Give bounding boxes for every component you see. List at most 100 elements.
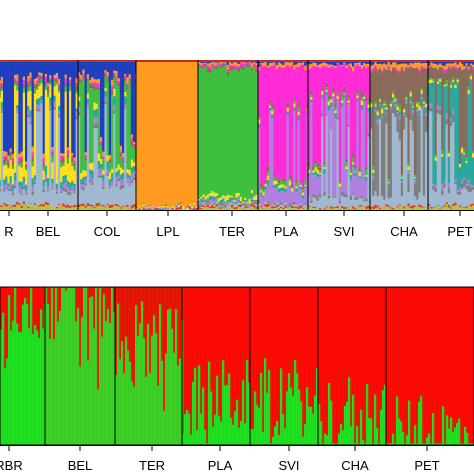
- bar-segment: [454, 68, 457, 83]
- bar-segment: [188, 205, 192, 207]
- bar-segment: [51, 156, 54, 163]
- individual-divider: [259, 287, 261, 445]
- bar-segment: [69, 191, 72, 196]
- bar-segment: [432, 79, 435, 81]
- bar-segment: [33, 88, 37, 94]
- bar-segment: [16, 105, 19, 110]
- bar-segment: [235, 204, 238, 208]
- bar-segment: [82, 203, 85, 207]
- bar-segment: [91, 178, 94, 184]
- bar-segment: [394, 106, 397, 117]
- bar-segment: [403, 208, 406, 210]
- bar-segment: [47, 97, 50, 179]
- bar-segment: [128, 184, 132, 187]
- bar-segment: [9, 148, 13, 152]
- bar-segment: [115, 168, 118, 172]
- bar-segment: [304, 184, 307, 187]
- bar-segment: [228, 65, 232, 69]
- bar-segment: [454, 82, 457, 86]
- bar-segment: [387, 183, 391, 187]
- bar-segment: [295, 66, 298, 181]
- bar-segment: [97, 177, 101, 203]
- bar-segment: [104, 88, 107, 92]
- bar-segment: [352, 157, 355, 163]
- bar-segment: [40, 103, 43, 205]
- bar-segment: [338, 64, 342, 66]
- bar-segment: [381, 70, 384, 73]
- bar-segment: [7, 162, 10, 167]
- bar-segment: [338, 183, 342, 187]
- bar-segment: [273, 184, 276, 189]
- individual-divider: [457, 287, 459, 445]
- bar-segment: [14, 80, 17, 84]
- bar-segment: [463, 69, 466, 150]
- bar-segment: [345, 158, 348, 163]
- bar-segment: [358, 170, 362, 173]
- bar-segment: [370, 60, 373, 66]
- bar-segment: [407, 206, 410, 210]
- bar-segment: [376, 115, 380, 121]
- bar-segment: [450, 87, 453, 119]
- bar-segment: [450, 208, 453, 210]
- bar-segment: [271, 107, 274, 111]
- bar-segment: [202, 202, 205, 206]
- bar-segment: [248, 62, 252, 63]
- bar-segment: [202, 198, 205, 201]
- bar-segment: [91, 83, 94, 85]
- bar-segment: [36, 87, 39, 91]
- bar-segment: [461, 207, 464, 209]
- bar-segment: [133, 207, 136, 210]
- bar-segment: [258, 123, 261, 128]
- bar-segment: [273, 64, 276, 175]
- bar-segment: [365, 201, 368, 207]
- bar-segment: [356, 208, 359, 210]
- bar-segment: [394, 62, 397, 68]
- bar-segment: [286, 111, 290, 116]
- bar-segment: [370, 208, 373, 210]
- bar-segment: [284, 62, 287, 67]
- bar-segment: [213, 192, 216, 197]
- bar-segment: [200, 64, 203, 67]
- bar-segment: [171, 207, 174, 209]
- bar-segment: [73, 207, 76, 210]
- bar-segment: [84, 205, 88, 208]
- bar-segment: [458, 62, 462, 67]
- bar-segment: [7, 186, 10, 190]
- bar-segment: [354, 165, 357, 169]
- bar-segment: [26, 304, 29, 445]
- individual-divider: [94, 287, 96, 445]
- bar-segment: [44, 201, 48, 205]
- bar-segment: [55, 188, 59, 193]
- bar-segment: [319, 64, 322, 69]
- bar-segment: [336, 119, 340, 206]
- bar-segment: [119, 174, 123, 180]
- bar-segment: [422, 105, 426, 108]
- individual-divider: [303, 287, 305, 445]
- bar-segment: [434, 207, 438, 210]
- bar-segment: [356, 63, 359, 65]
- bar-segment: [49, 84, 52, 98]
- individual-divider: [391, 287, 393, 445]
- bar-segment: [193, 201, 196, 203]
- bar-segment: [58, 86, 61, 91]
- bar-segment: [53, 60, 57, 75]
- bar-segment: [327, 101, 331, 106]
- bar-segment: [228, 68, 232, 71]
- bar-segment: [220, 64, 223, 67]
- bar-segment: [40, 102, 43, 104]
- bar-segment: [376, 110, 380, 112]
- bar-segment: [250, 193, 254, 198]
- bar-segment: [5, 203, 8, 207]
- bar-segment: [367, 136, 370, 206]
- bar-segment: [22, 83, 26, 89]
- bar-segment: [424, 443, 427, 445]
- bar-segment: [264, 358, 267, 445]
- bar-segment: [44, 85, 48, 90]
- bar-segment: [93, 79, 96, 83]
- bar-segment: [352, 162, 355, 165]
- bar-segment: [125, 336, 128, 445]
- bar-segment: [260, 63, 263, 65]
- bar-segment: [162, 60, 165, 208]
- bar-segment: [235, 69, 238, 70]
- bar-segment: [31, 207, 35, 208]
